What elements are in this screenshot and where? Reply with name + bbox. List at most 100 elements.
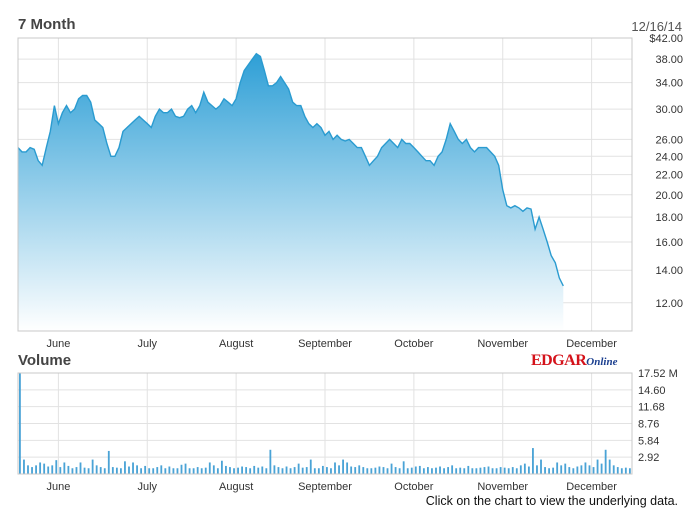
volume-bar [519, 465, 522, 474]
price-y-tick-label: 16.00 [655, 237, 683, 249]
volume-bar [616, 467, 619, 474]
volume-bar [564, 463, 567, 474]
price-x-tick-label: December [566, 338, 617, 350]
volume-plot-border [17, 372, 633, 475]
volume-bar [431, 468, 433, 474]
volume-bar [83, 467, 86, 474]
price-x-tick-label: October [394, 338, 433, 350]
volume-bar [422, 468, 425, 474]
volume-bar [507, 468, 510, 474]
volume-bar [305, 467, 308, 474]
volume-y-tick-label: 5.84 [638, 435, 659, 447]
volume-bar [95, 465, 98, 474]
volume-bar [596, 459, 599, 474]
volume-bar [176, 468, 179, 474]
volume-bar [281, 468, 284, 474]
volume-bar [297, 463, 300, 474]
volume-bar [23, 459, 25, 474]
volume-bar [467, 465, 470, 474]
edgar-online-logo[interactable]: EDGAROnline [531, 352, 617, 370]
volume-bar [249, 468, 252, 474]
volume-bar [342, 459, 344, 474]
volume-bar [455, 468, 458, 474]
volume-y-tick-label: 8.76 [638, 419, 659, 431]
price-plot-border [17, 37, 633, 332]
volume-bar [269, 449, 272, 474]
volume-bar [552, 467, 555, 474]
volume-bar [321, 465, 324, 474]
volume-bar [370, 468, 373, 474]
volume-bar [580, 465, 583, 474]
price-y-tick-label: 20.00 [655, 190, 683, 202]
volume-bar [572, 468, 575, 474]
volume-bar [427, 467, 429, 474]
volume-bar [511, 467, 514, 474]
volume-bar [99, 467, 102, 474]
volume-bar [285, 466, 288, 474]
volume-bar [289, 468, 292, 474]
price-x-tick-label: July [137, 338, 157, 350]
volume-bar [568, 467, 571, 474]
volume-bar [483, 467, 486, 474]
volume-bar [544, 467, 546, 474]
logo-edgar-text: EDGAR [531, 352, 587, 369]
volume-bar [443, 468, 445, 474]
volume-bar [27, 465, 29, 474]
volume-y-axis: 2.92 5.84 8.76 11.68 14.60 17.52 M [638, 368, 678, 464]
volume-bar [245, 467, 248, 474]
volume-bar [374, 467, 377, 474]
volume-bar [75, 467, 78, 474]
volume-bar [204, 467, 207, 474]
volume-bar [406, 468, 409, 474]
volume-bar [168, 466, 171, 474]
volume-bar [47, 466, 50, 474]
price-y-tick-label: $42.00 [649, 33, 683, 45]
volume-bar [257, 467, 260, 474]
volume-bar [523, 463, 526, 474]
volume-bar [233, 468, 235, 474]
volume-bar [273, 465, 276, 474]
volume-bar [237, 467, 239, 474]
volume-y-tick-label: 2.92 [638, 452, 659, 464]
price-y-tick-label: 38.00 [655, 54, 683, 66]
volume-bar [600, 463, 603, 474]
volume-bar [398, 468, 401, 474]
price-y-tick-label: 18.00 [655, 212, 683, 224]
volume-bar [67, 465, 70, 474]
price-y-axis: 12.00 14.00 16.00 18.00 20.00 22.00 24.00 26.00… [649, 33, 683, 310]
volume-bar [479, 467, 482, 474]
volume-x-tick-label: November [477, 481, 528, 493]
price-y-tick-label: 22.00 [655, 170, 683, 182]
volume-bar [313, 468, 316, 474]
volume-bar [495, 468, 498, 474]
volume-x-tick-label: July [137, 481, 157, 493]
volume-bar [309, 459, 312, 474]
volume-bar [265, 468, 268, 474]
price-x-tick-label: June [46, 338, 70, 350]
volume-bar [584, 462, 587, 474]
volume-bar [225, 465, 227, 474]
volume-bar [128, 466, 130, 474]
price-x-axis: June July August September October November De… [46, 338, 617, 350]
volume-bar [301, 467, 304, 474]
volume-bar [604, 449, 607, 474]
volume-bar [576, 466, 579, 474]
volume-bar [435, 467, 437, 474]
volume-bar [35, 465, 37, 474]
volume-bar [414, 466, 417, 474]
volume-bar [491, 468, 494, 474]
volume-bar [612, 465, 615, 474]
volume-bar [394, 467, 397, 474]
volume-bar [527, 466, 530, 474]
volume-bar [354, 467, 357, 474]
price-y-tick-label: 12.00 [655, 298, 683, 310]
volume-bar [115, 467, 118, 474]
volume-bar [55, 460, 58, 474]
volume-bar [402, 461, 405, 474]
volume-x-tick-label: September [298, 481, 352, 493]
price-y-tick-label: 34.00 [655, 78, 683, 90]
price-frame [17, 37, 633, 332]
volume-bar [620, 468, 623, 474]
underlying-data-link[interactable]: Click on the chart to view the underlyin… [425, 494, 678, 508]
